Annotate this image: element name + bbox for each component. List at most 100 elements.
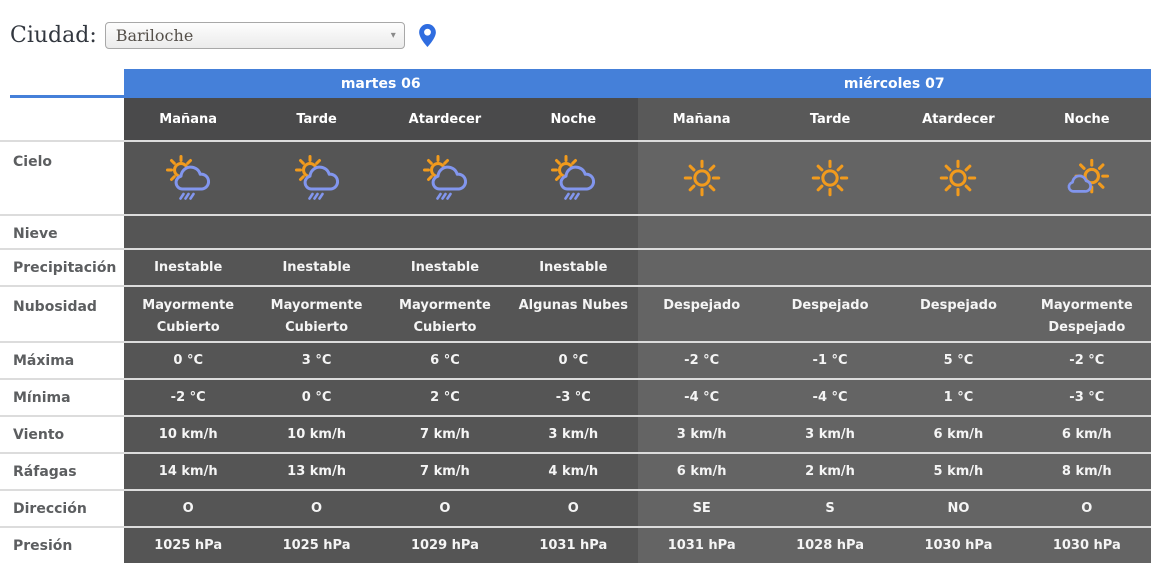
row-label: Dirección <box>0 491 124 526</box>
weather-cell: Inestable <box>509 250 638 285</box>
weather-cell: 3 °C <box>252 343 381 378</box>
weather-cell: 6 °C <box>380 343 510 378</box>
weather-cell <box>509 216 638 248</box>
weather-cell: 1030 hPa <box>1022 528 1151 563</box>
sun-icon <box>937 157 979 199</box>
weather-cell: O <box>509 491 638 526</box>
weather-cell <box>380 216 510 248</box>
weather-cell <box>1022 142 1151 214</box>
weather-cell <box>637 142 766 214</box>
weather-cell: 6 km/h <box>637 454 766 489</box>
weather-cell: Mayormente Cubierto <box>380 287 510 341</box>
period-header: Noche <box>1022 98 1151 140</box>
weather-cell: 7 km/h <box>380 454 510 489</box>
weather-cell: 10 km/h <box>124 417 253 452</box>
weather-cell: O <box>1022 491 1151 526</box>
row-label: Ráfagas <box>0 454 124 489</box>
weather-cell: SE <box>637 491 766 526</box>
weather-cell: Inestable <box>380 250 510 285</box>
row-label: Máxima <box>0 343 124 378</box>
city-label: Ciudad: <box>10 22 97 48</box>
sun-with-small-cloud-icon <box>1064 157 1110 199</box>
toolbar: Ciudad: Bariloche ▾ <box>0 0 1160 58</box>
weather-cell: 2 °C <box>380 380 510 415</box>
weather-cell: -3 °C <box>509 380 638 415</box>
weather-cell <box>637 216 766 248</box>
table-row-rafagas: Ráfagas 14 km/h 13 km/h 7 km/h 4 km/h 6 … <box>0 452 1151 489</box>
table-corner <box>0 98 124 140</box>
sun-behind-rain-cloud-icon <box>293 155 341 201</box>
weather-cell: 7 km/h <box>380 417 510 452</box>
day-header-martes[interactable]: martes 06 <box>124 69 638 98</box>
weather-cell: -2 °C <box>637 343 766 378</box>
weather-cell: -1 °C <box>765 343 895 378</box>
weather-cell: O <box>380 491 510 526</box>
weather-cell <box>637 250 766 285</box>
sun-behind-rain-cloud-icon <box>421 155 469 201</box>
weather-cell: Mayormente Cubierto <box>124 287 253 341</box>
period-header: Atardecer <box>380 98 510 140</box>
weather-cell: 1028 hPa <box>765 528 895 563</box>
period-header: Atardecer <box>894 98 1023 140</box>
table-row-nieve: Nieve <box>0 214 1151 248</box>
day-header-row: martes 06 miércoles 07 <box>0 69 1151 98</box>
period-header-row: Mañana Tarde Atardecer Noche Mañana Tard… <box>0 98 1151 140</box>
table-row-nubosidad: Nubosidad Mayormente Cubierto Mayormente… <box>0 285 1151 341</box>
weather-cell: 1030 hPa <box>894 528 1023 563</box>
weather-cell: O <box>124 491 253 526</box>
weather-cell: O <box>252 491 381 526</box>
period-header: Mañana <box>124 98 253 140</box>
weather-cell: -2 °C <box>1022 343 1151 378</box>
sun-behind-rain-cloud-icon <box>164 155 212 201</box>
day-header-miercoles[interactable]: miércoles 07 <box>637 69 1151 98</box>
weather-cell: 3 km/h <box>509 417 638 452</box>
period-header: Tarde <box>765 98 895 140</box>
period-header: Noche <box>509 98 638 140</box>
weather-cell: 6 km/h <box>1022 417 1151 452</box>
sun-behind-rain-cloud-icon <box>549 155 597 201</box>
weather-cell <box>894 216 1023 248</box>
weather-cell: 3 km/h <box>637 417 766 452</box>
weather-cell <box>252 142 381 214</box>
weather-cell: 5 °C <box>894 343 1023 378</box>
table-row-maxima: Máxima 0 °C 3 °C 6 °C 0 °C -2 °C -1 °C 5… <box>0 341 1151 378</box>
weather-cell: NO <box>894 491 1023 526</box>
weather-cell: 4 km/h <box>509 454 638 489</box>
table-row-direccion: Dirección O O O O SE S NO O <box>0 489 1151 526</box>
location-pin-icon[interactable] <box>418 23 436 47</box>
city-select[interactable]: Bariloche ▾ <box>104 21 405 49</box>
weather-cell <box>252 216 381 248</box>
weather-cell: 0 °C <box>252 380 381 415</box>
table-row-viento: Viento 10 km/h 10 km/h 7 km/h 3 km/h 3 k… <box>0 415 1151 452</box>
row-label: Nubosidad <box>0 287 124 341</box>
chevron-down-icon: ▾ <box>390 29 396 41</box>
row-label: Cielo <box>0 142 124 214</box>
weather-cell: -4 °C <box>765 380 895 415</box>
weather-cell: Mayormente Despejado <box>1022 287 1151 341</box>
period-header: Tarde <box>252 98 381 140</box>
sun-icon <box>809 157 851 199</box>
weather-cell: 2 km/h <box>765 454 895 489</box>
weather-cell <box>894 250 1023 285</box>
weather-cell: 6 km/h <box>894 417 1023 452</box>
weather-cell: Inestable <box>252 250 381 285</box>
weather-cell: Despejado <box>765 287 895 341</box>
weather-cell <box>124 216 253 248</box>
weather-cell: 1031 hPa <box>637 528 766 563</box>
weather-cell: 1029 hPa <box>380 528 510 563</box>
weather-cell: 14 km/h <box>124 454 253 489</box>
table-row-cielo: Cielo <box>0 140 1151 214</box>
city-select-value: Bariloche <box>115 25 194 45</box>
weather-cell: 1025 hPa <box>124 528 253 563</box>
weather-cell: Inestable <box>124 250 253 285</box>
period-header: Mañana <box>637 98 766 140</box>
weather-cell: Algunas Nubes <box>509 287 638 341</box>
row-label: Nieve <box>0 216 124 248</box>
weather-cell: S <box>765 491 895 526</box>
weather-cell <box>509 142 638 214</box>
weather-cell <box>380 142 510 214</box>
weather-cell <box>124 142 253 214</box>
weather-cell: 0 °C <box>509 343 638 378</box>
row-label: Viento <box>0 417 124 452</box>
weather-cell: Mayormente Cubierto <box>252 287 381 341</box>
